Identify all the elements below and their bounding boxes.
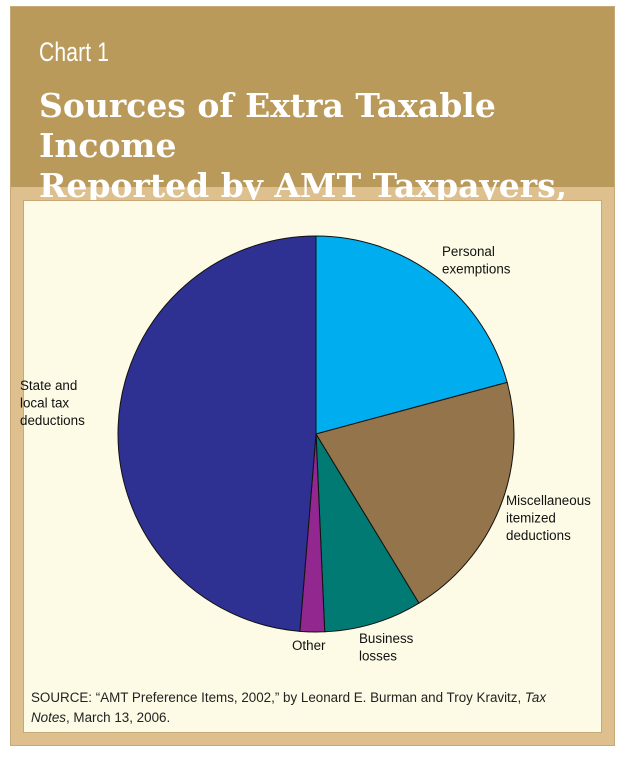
- chart-title: Sources of Extra Taxable Income Reported…: [39, 86, 599, 246]
- slice-label: Other: [292, 638, 326, 653]
- pie-slice: [117, 235, 317, 632]
- slice-label: State and local tax deductions: [20, 378, 85, 428]
- source-note: SOURCE: “AMT Preference Items, 2002,” by…: [31, 688, 601, 728]
- chart-header: Chart 1 Sources of Extra Taxable Income …: [11, 7, 614, 245]
- source-italic-2: Notes: [31, 710, 66, 725]
- source-text: SOURCE: “AMT Preference Items, 2002,” by…: [31, 690, 525, 705]
- pie-slice: [315, 235, 508, 435]
- chart-title-line-1: Sources of Extra Taxable Income: [39, 86, 496, 165]
- source-italic-1: Tax: [524, 690, 547, 705]
- pie-slice: [315, 381, 515, 604]
- source-suffix: , March 13, 2006.: [65, 710, 171, 725]
- slice-label: Miscellaneous itemized deductions: [506, 493, 591, 543]
- chart-number: Chart 1: [39, 37, 110, 67]
- pie-slice: [315, 433, 420, 633]
- slice-label: Personal exemptions: [442, 244, 511, 277]
- slice-label: Business losses: [359, 631, 414, 664]
